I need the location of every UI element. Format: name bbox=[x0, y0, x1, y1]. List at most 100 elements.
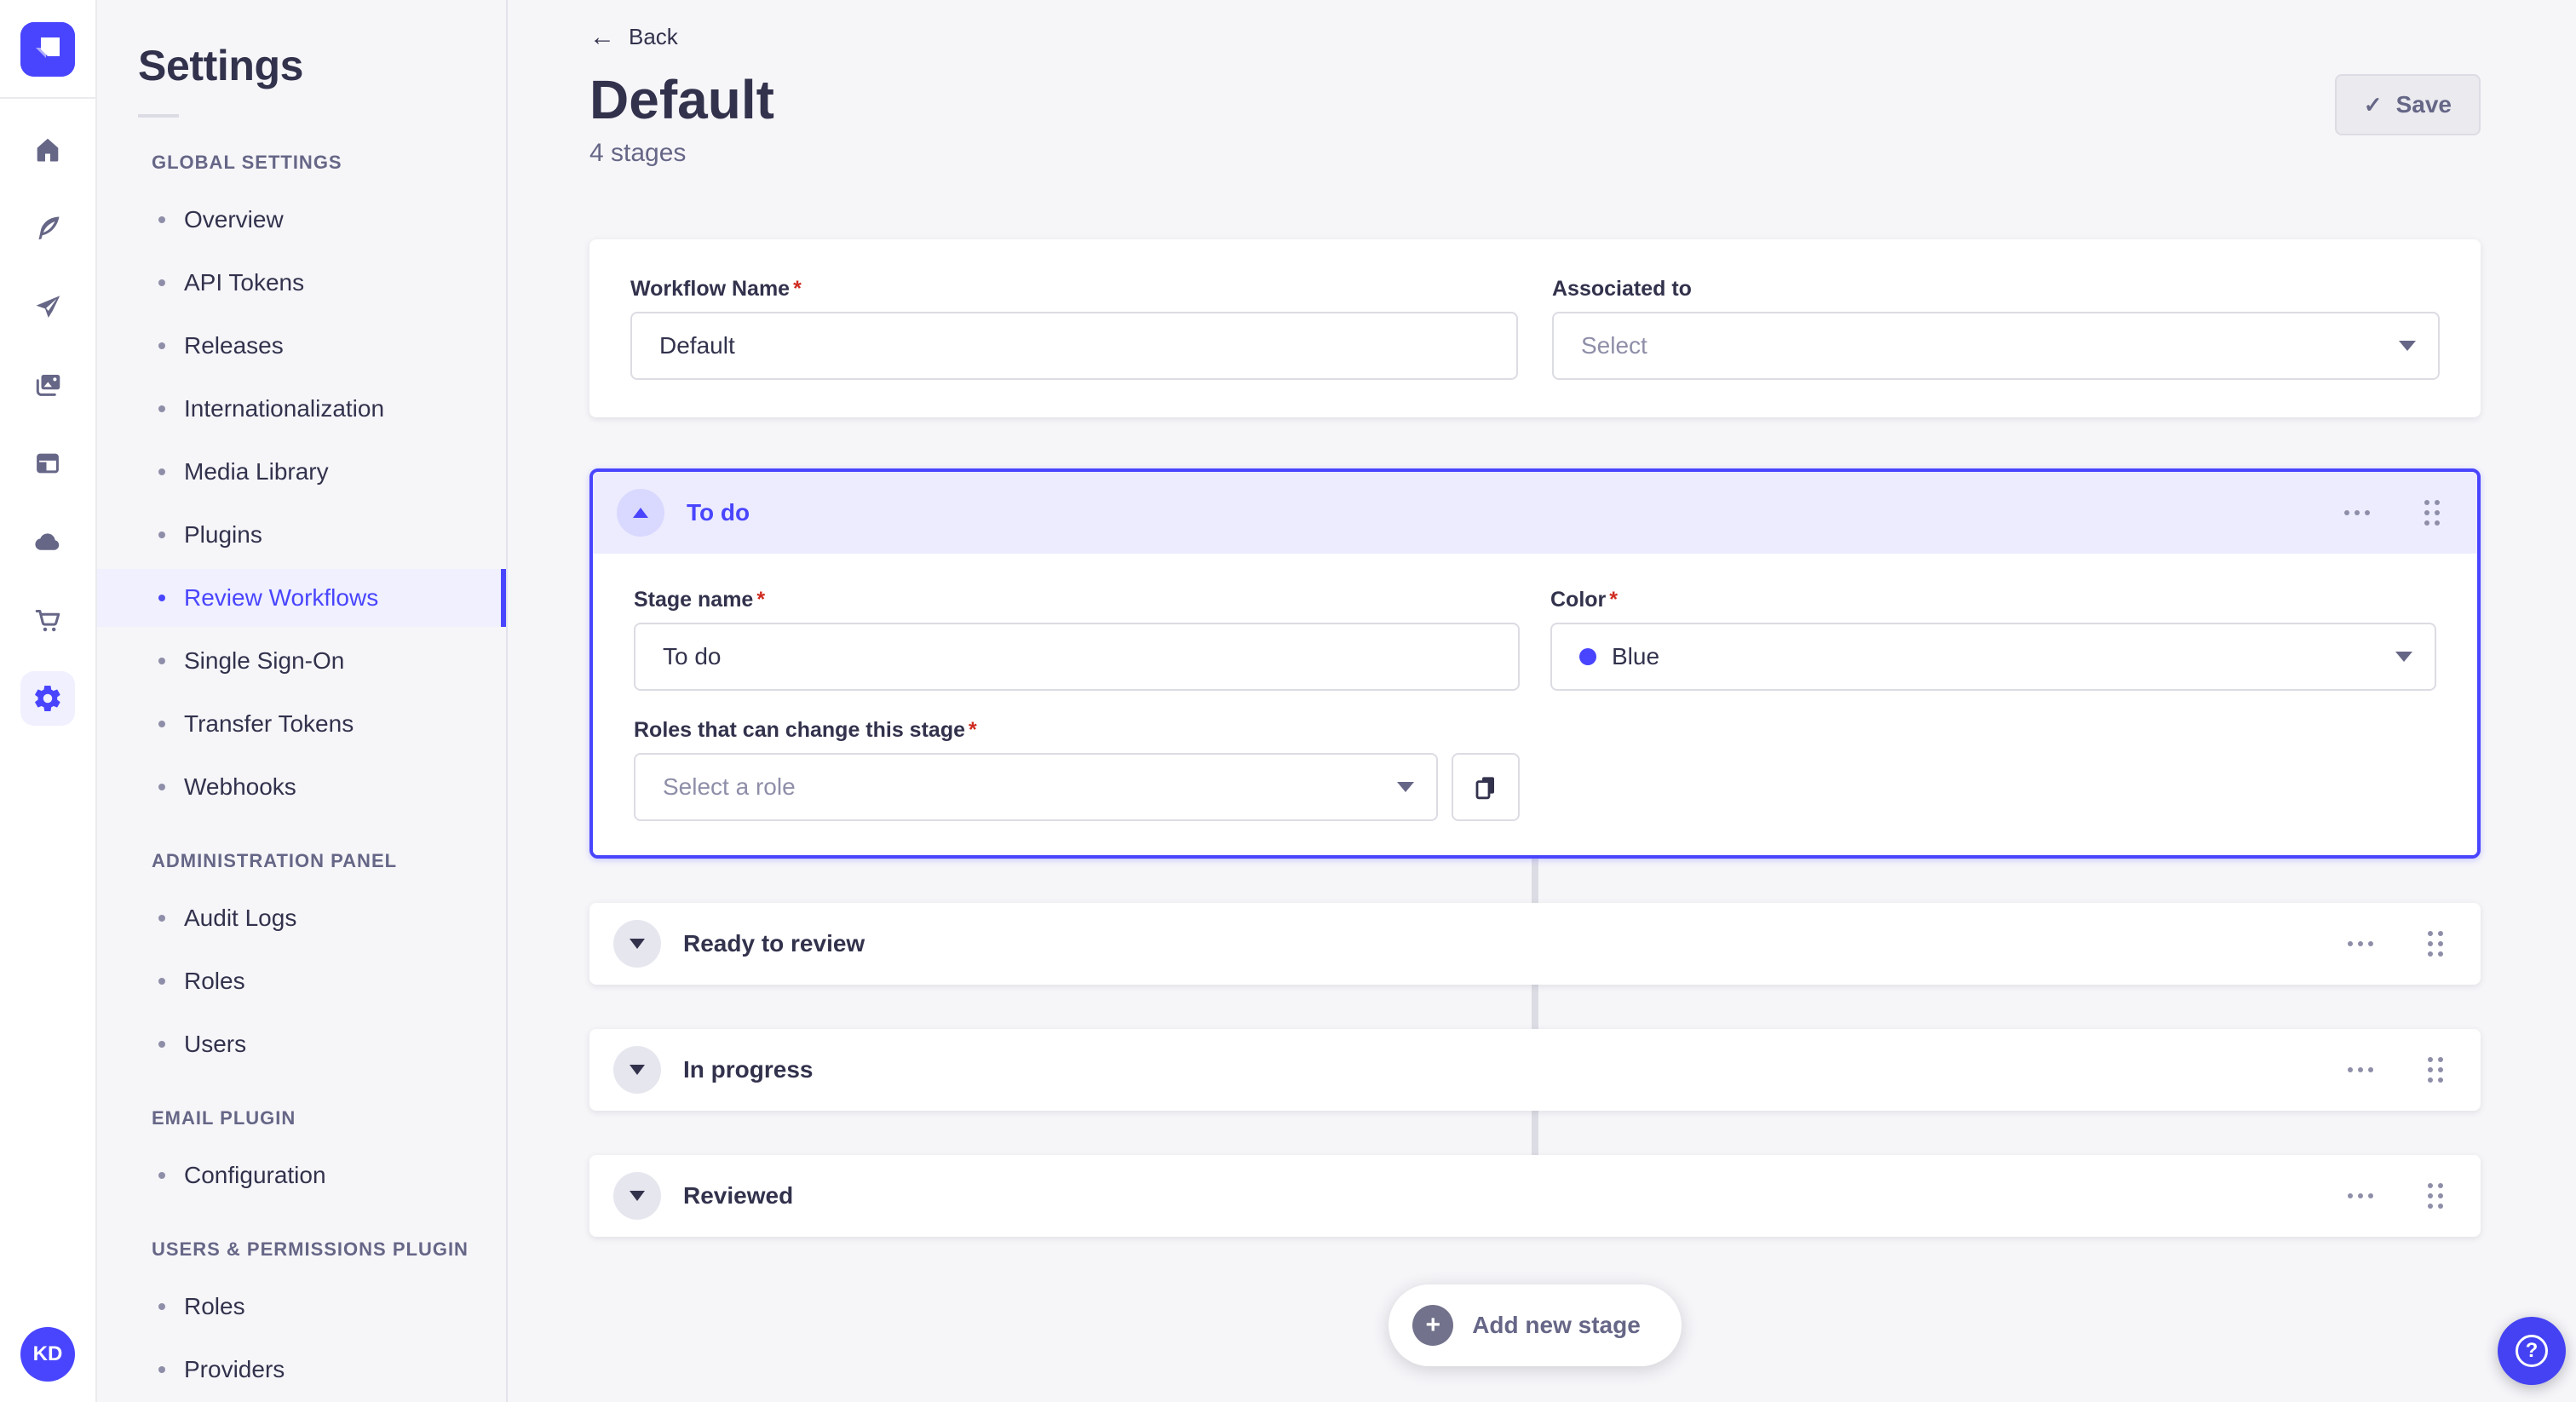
page-header: Default 4 stages ✓ Save bbox=[589, 67, 2481, 168]
user-avatar[interactable]: KD bbox=[20, 1327, 75, 1382]
stage-card-reviewed: Reviewed bbox=[589, 1155, 2481, 1237]
bullet-icon bbox=[158, 342, 165, 349]
stage-card-ready-to-review: Ready to review bbox=[589, 903, 2481, 985]
expand-stage-button[interactable] bbox=[613, 1172, 661, 1220]
sidebar-item-up-providers[interactable]: Providers bbox=[97, 1341, 506, 1399]
help-button[interactable]: ? bbox=[2498, 1317, 2566, 1385]
chevron-down-icon bbox=[2395, 652, 2412, 662]
rail-divider bbox=[0, 97, 96, 99]
chevron-down-icon bbox=[630, 1191, 645, 1201]
email-plugin-list: Configuration bbox=[97, 1146, 506, 1204]
collapse-stage-button[interactable] bbox=[617, 489, 664, 537]
stage-roles-field: Roles that can change this stage * Select… bbox=[634, 718, 1520, 821]
stage-header-to-do[interactable]: To do bbox=[593, 472, 2477, 554]
settings-gear-icon[interactable] bbox=[20, 671, 75, 726]
paper-plane-icon[interactable] bbox=[20, 279, 75, 334]
required-asterisk: * bbox=[969, 718, 977, 742]
media-library-icon[interactable] bbox=[20, 358, 75, 412]
sidebar-divider bbox=[138, 114, 179, 118]
administration-panel-list: Audit Logs Roles Users bbox=[97, 889, 506, 1073]
stage-title: To do bbox=[687, 499, 750, 526]
section-global-settings: GLOBAL SETTINGS bbox=[152, 152, 342, 173]
sidebar-item-internationalization[interactable]: Internationalization bbox=[97, 380, 506, 438]
workflow-form-card: Workflow Name* Associated to Select bbox=[589, 239, 2481, 417]
bullet-icon bbox=[158, 405, 165, 412]
expand-stage-button[interactable] bbox=[613, 920, 661, 968]
stage-title: In progress bbox=[683, 1056, 814, 1083]
sidebar-item-email-configuration[interactable]: Configuration bbox=[97, 1146, 506, 1204]
sidebar-item-up-roles[interactable]: Roles bbox=[97, 1278, 506, 1336]
cloud-icon[interactable] bbox=[20, 514, 75, 569]
stage-color-label: Color * bbox=[1550, 588, 1619, 612]
stage-header-reviewed[interactable]: Reviewed bbox=[589, 1155, 2481, 1237]
bullet-icon bbox=[158, 915, 165, 922]
stage-card-to-do: To do Stage name * bbox=[589, 468, 2481, 859]
check-icon: ✓ bbox=[2363, 91, 2383, 118]
stage-name-input[interactable] bbox=[634, 623, 1520, 691]
stage-more-menu-icon[interactable] bbox=[2341, 1187, 2380, 1205]
section-email-plugin: EMAIL PLUGIN bbox=[152, 1107, 296, 1129]
expand-stage-button[interactable] bbox=[613, 1046, 661, 1094]
quill-icon[interactable] bbox=[20, 201, 75, 256]
add-new-stage-button[interactable]: + Add new stage bbox=[1389, 1284, 1682, 1366]
bullet-icon bbox=[158, 279, 165, 286]
sidebar-item-audit-logs[interactable]: Audit Logs bbox=[97, 889, 506, 947]
sidebar-item-overview[interactable]: Overview bbox=[97, 191, 506, 249]
bullet-icon bbox=[158, 784, 165, 790]
drag-handle-icon[interactable] bbox=[2421, 924, 2450, 963]
back-arrow-icon: ← bbox=[589, 22, 615, 51]
stage-roles-select[interactable]: Select a role bbox=[634, 753, 1438, 821]
bullet-icon bbox=[158, 531, 165, 538]
stage-editor: Stage name* Color* Blue bbox=[593, 554, 2477, 855]
stage-more-menu-icon[interactable] bbox=[2341, 1060, 2380, 1079]
layout-icon[interactable] bbox=[20, 436, 75, 491]
copy-icon bbox=[1475, 777, 1494, 800]
back-link[interactable]: ← Back bbox=[589, 24, 678, 50]
chevron-down-icon bbox=[630, 939, 645, 949]
chevron-down-icon bbox=[2399, 341, 2416, 351]
back-label: Back bbox=[629, 24, 678, 49]
drag-handle-icon[interactable] bbox=[2418, 493, 2447, 532]
sidebar-item-api-tokens[interactable]: API Tokens bbox=[97, 254, 506, 312]
global-settings-list: Overview API Tokens Releases Internation… bbox=[97, 191, 506, 816]
stage-name-field: Stage name * bbox=[634, 588, 1520, 691]
bullet-icon bbox=[158, 1303, 165, 1310]
required-asterisk: * bbox=[756, 588, 766, 612]
bullet-icon bbox=[158, 595, 165, 601]
sidebar-item-plugins[interactable]: Plugins bbox=[97, 506, 506, 564]
drag-handle-icon[interactable] bbox=[2421, 1176, 2450, 1215]
sidebar-item-webhooks[interactable]: Webhooks bbox=[97, 758, 506, 816]
bullet-icon bbox=[158, 721, 165, 727]
nav-rail: KD bbox=[0, 0, 97, 1402]
associated-to-select[interactable]: Select bbox=[1552, 312, 2440, 380]
sidebar-item-single-sign-on[interactable]: Single Sign-On bbox=[97, 632, 506, 690]
strapi-logo[interactable] bbox=[20, 22, 75, 77]
marketplace-cart-icon[interactable] bbox=[20, 593, 75, 647]
sidebar-item-admin-roles[interactable]: Roles bbox=[97, 952, 506, 1010]
sidebar-item-transfer-tokens[interactable]: Transfer Tokens bbox=[97, 695, 506, 753]
sidebar-item-review-workflows[interactable]: Review Workflows bbox=[97, 569, 506, 627]
strapi-logo-icon bbox=[20, 22, 75, 77]
rail-nav bbox=[20, 123, 75, 726]
sidebar-title: Settings bbox=[138, 42, 304, 89]
workflow-name-label: Workflow Name * bbox=[630, 277, 802, 301]
home-icon[interactable] bbox=[20, 123, 75, 177]
stage-more-menu-icon[interactable] bbox=[2341, 934, 2380, 953]
stage-header-in-progress[interactable]: In progress bbox=[589, 1029, 2481, 1111]
sidebar-item-admin-users[interactable]: Users bbox=[97, 1015, 506, 1073]
stage-header-ready-to-review[interactable]: Ready to review bbox=[589, 903, 2481, 985]
duplicate-roles-button[interactable] bbox=[1452, 753, 1520, 821]
sidebar-item-releases[interactable]: Releases bbox=[97, 317, 506, 375]
sidebar-item-media-library[interactable]: Media Library bbox=[97, 443, 506, 501]
workflow-name-input[interactable] bbox=[630, 312, 1518, 380]
section-users-permissions-plugin: USERS & PERMISSIONS PLUGIN bbox=[152, 1238, 469, 1260]
bullet-icon bbox=[158, 468, 165, 475]
drag-handle-icon[interactable] bbox=[2421, 1050, 2450, 1089]
stage-color-select[interactable]: Blue bbox=[1550, 623, 2436, 691]
stage-more-menu-icon[interactable] bbox=[2337, 503, 2377, 522]
bullet-icon bbox=[158, 658, 165, 664]
required-asterisk: * bbox=[1609, 588, 1619, 612]
save-button[interactable]: ✓ Save bbox=[2334, 74, 2481, 135]
question-mark-icon: ? bbox=[2516, 1335, 2548, 1367]
